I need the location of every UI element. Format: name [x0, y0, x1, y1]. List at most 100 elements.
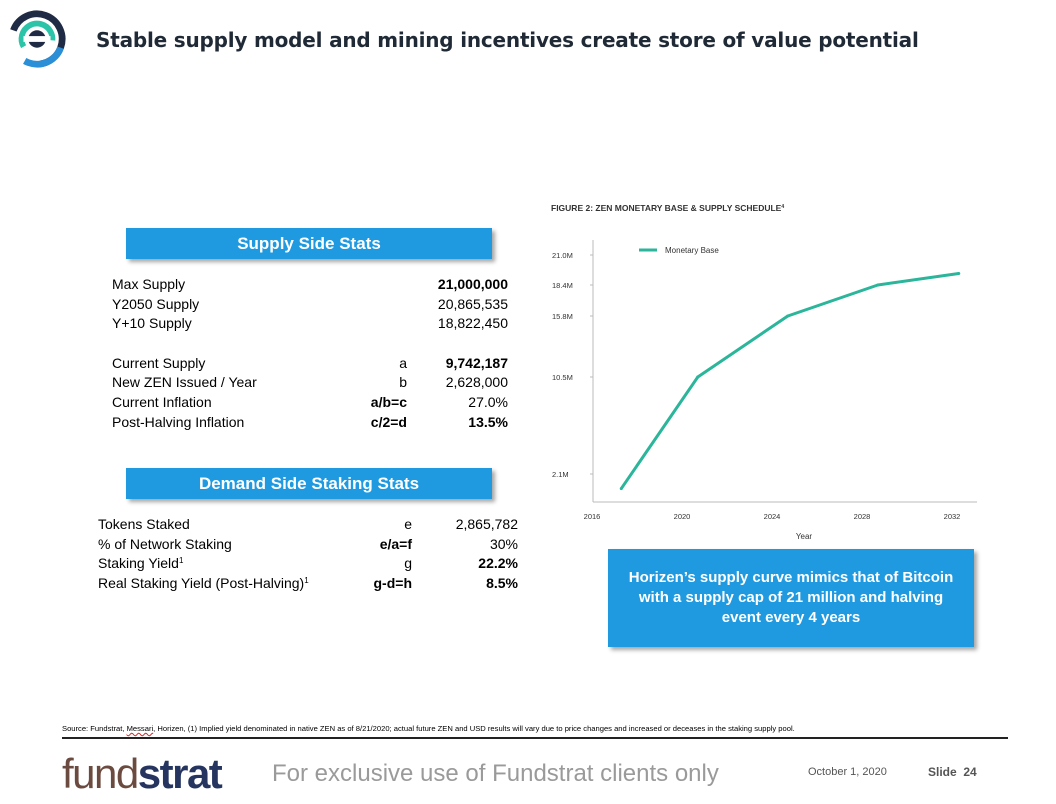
brand-fund: fund: [62, 750, 139, 797]
stat-value: 2,865,782: [412, 514, 518, 534]
stat-value: 30%: [412, 534, 518, 554]
stat-value: 9,742,187: [407, 353, 508, 373]
stat-label: % of Network Staking: [98, 534, 348, 554]
stat-value: 13.5%: [407, 412, 508, 432]
stat-row: Y+10 Supply 18,822,450: [112, 313, 508, 333]
data-point: [786, 314, 790, 318]
stat-label-text: Post-Halving Inflation: [112, 413, 245, 430]
stat-label: Tokens Staked: [98, 514, 348, 534]
y-tick-label: 15.8M: [552, 312, 573, 321]
brand-strat: strat: [137, 750, 223, 797]
source-prefix: Source: Fundstrat,: [62, 724, 127, 733]
stat-label: Y2050 Supply: [112, 294, 362, 314]
y-tick-label: 10.5M: [552, 373, 573, 382]
stat-value-text: 8.5%: [486, 574, 518, 591]
chart-title-sup: 4: [781, 204, 784, 210]
stat-value: 27.0%: [407, 392, 508, 412]
legend-label: Monetary Base: [665, 246, 719, 255]
stat-label-text: Real Staking Yield (Post-Halving): [98, 574, 305, 591]
stat-formula: a/b=c: [362, 392, 407, 412]
stat-value-text: 27.0%: [468, 393, 508, 410]
stat-formula-text: b: [399, 374, 407, 391]
source-flagged-word: Messari: [126, 724, 154, 733]
y-tick-label: 18.4M: [552, 281, 573, 290]
horizen-logo: [8, 10, 66, 68]
stat-label: Staking Yield1: [98, 553, 348, 573]
stat-value: 18,822,450: [407, 313, 508, 333]
stat-formula: b: [362, 372, 407, 392]
stat-formula: g-d=h: [348, 573, 413, 593]
stat-label: Current Inflation: [112, 392, 362, 412]
stat-value: 20,865,535: [407, 294, 508, 314]
stat-formula: e: [348, 514, 412, 534]
chart-title-prefix: FIGURE 2:: [551, 203, 595, 213]
stat-formula-text: g: [404, 555, 412, 572]
chart-axes: [590, 240, 977, 503]
series-line: [619, 272, 959, 490]
chart-legend: Monetary Base: [639, 246, 719, 255]
data-point: [957, 271, 961, 275]
chart-series: [619, 271, 961, 491]
stat-value-text: 2,628,000: [445, 374, 508, 391]
x-tick-label: 2016: [584, 512, 601, 521]
slide-date: October 1, 2020: [808, 766, 887, 778]
stat-value-text: 21,000,000: [437, 275, 508, 292]
chart-tick-labels: 2.1M 10.5M 15.8M 18.4M 21.0M 2016 2020 2024 2028…: [552, 251, 960, 521]
stat-value: 21,000,000: [407, 274, 508, 294]
table-spacer: [112, 333, 508, 353]
x-tick-label: 2028: [854, 512, 871, 521]
stat-label-text: Y+10 Supply: [112, 315, 192, 332]
stat-row: Tokens Staked e 2,865,782: [98, 514, 518, 534]
stat-value-text: 13.5%: [468, 413, 508, 430]
slide-title: Stable supply model and mining incentive…: [96, 28, 919, 52]
x-tick-label: 2032: [944, 512, 961, 521]
stat-row: Real Staking Yield (Post-Halving)1 g-d=h 8…: [98, 573, 518, 593]
stat-row: Current Inflation a/b=c 27.0%: [112, 392, 508, 412]
stat-formula: [362, 274, 407, 294]
demand-side-staking-stats-heading: Demand Side Staking Stats: [126, 468, 492, 499]
stat-row: Staking Yield1 g 22.2%: [98, 553, 518, 573]
stat-formula: c/2=d: [362, 412, 407, 432]
slide-number: Slide 24: [928, 765, 977, 779]
stat-value: 22.2%: [412, 553, 518, 573]
stat-value-text: 18,822,450: [437, 315, 508, 332]
stat-label-text: % of Network Staking: [98, 535, 232, 552]
stat-row: % of Network Staking e/a=f 30%: [98, 534, 518, 554]
stat-formula: g: [348, 553, 412, 573]
stat-formula-text: e/a=f: [379, 535, 412, 552]
data-point: [696, 375, 700, 379]
stat-value-text: 20,865,535: [437, 295, 508, 312]
footer-divider: [62, 737, 1008, 739]
callout-box: Horizen’s supply curve mimics that of Bi…: [608, 549, 974, 647]
stat-value: 8.5%: [412, 573, 518, 593]
stat-label: New ZEN Issued / Year: [112, 372, 362, 392]
stat-label-text: Staking Yield: [98, 555, 179, 572]
stat-formula-text: a: [399, 354, 407, 371]
stat-row: Current Supply a 9,742,187: [112, 353, 508, 373]
supply-side-stats-heading: Supply Side Stats: [126, 228, 492, 259]
stat-label: Post-Halving Inflation: [112, 412, 362, 432]
slide-label: Slide: [928, 765, 957, 779]
monetary-base-chart: FIGURE 2: ZEN MONETARY BASE & SUPPLY SCH…: [551, 203, 977, 541]
stat-row: Y2050 Supply 20,865,535: [112, 294, 508, 314]
slide-number-value: 24: [963, 765, 977, 779]
stat-value-text: 22.2%: [478, 555, 518, 572]
data-point: [619, 487, 623, 491]
chart-title-main: ZEN MONETARY BASE & SUPPLY SCHEDULE: [595, 203, 781, 213]
stat-formula-text: g-d=h: [373, 574, 413, 591]
chart-title: FIGURE 2: ZEN MONETARY BASE & SUPPLY SCH…: [551, 203, 784, 213]
demand-stats-table: Tokens Staked e 2,865,782 % of Network Stak…: [98, 514, 518, 593]
stat-formula: [362, 294, 407, 314]
stat-value-text: 30%: [489, 535, 518, 552]
stat-value: 2,628,000: [407, 372, 508, 392]
stat-formula: e/a=f: [348, 534, 412, 554]
data-point: [876, 283, 880, 287]
x-tick-label: 2024: [764, 512, 781, 521]
supply-stats-table: Max Supply 21,000,000 Y2050 Supply 20,865,5…: [112, 274, 508, 432]
stat-label-text: Current Inflation: [112, 393, 212, 410]
stat-label: Current Supply: [112, 353, 362, 373]
stat-label-text: New ZEN Issued / Year: [112, 374, 257, 391]
stat-value-text: 2,865,782: [455, 515, 518, 532]
stat-formula: [362, 313, 407, 333]
stat-row: Post-Halving Inflation c/2=d 13.5%: [112, 412, 508, 432]
